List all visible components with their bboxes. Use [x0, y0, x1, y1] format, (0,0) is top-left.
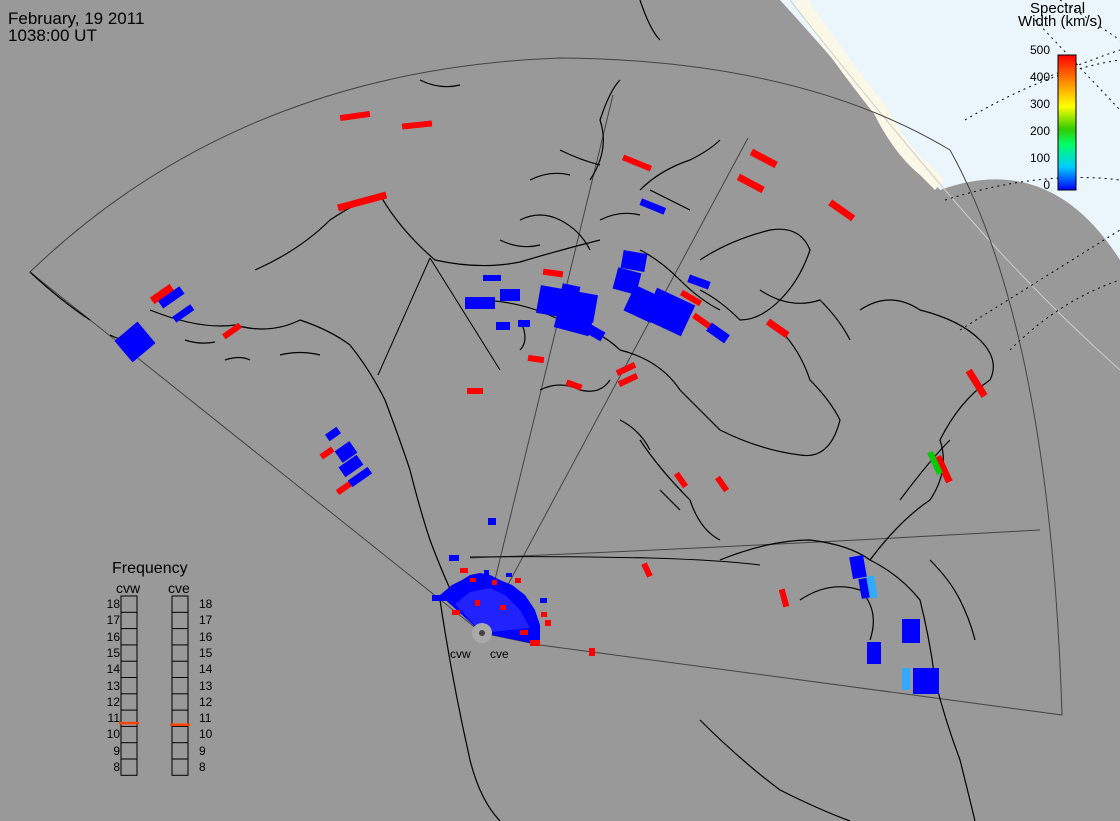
frequency-scale-label: 14	[199, 662, 213, 677]
frequency-radar-label: cvw	[116, 580, 141, 596]
frequency-scale-label: 12	[199, 694, 213, 709]
frequency-radar-label: cve	[168, 580, 190, 596]
frequency-meters	[119, 595, 190, 776]
colorbar-tick: 300	[1029, 97, 1050, 111]
frequency-scale-label: 15	[199, 645, 213, 660]
frequency-scale-label: 15	[106, 645, 120, 660]
radar-label-cve: cve	[490, 647, 509, 661]
coastlines	[29, 0, 994, 821]
frequency-scale-label: 17	[106, 613, 120, 628]
frequency-scale-label: 9	[199, 743, 206, 758]
frequency-scale-label: 13	[106, 678, 120, 693]
colorbar-tick: 0	[1043, 178, 1050, 192]
scatter-cells	[114, 110, 988, 694]
frequency-scale-label: 18	[106, 597, 120, 611]
near-radar-fan	[432, 555, 551, 646]
frequency-scale-label: 14	[106, 662, 120, 677]
frequency-scale-label: 12	[106, 694, 120, 709]
radar-label-cvw: cvw	[450, 647, 471, 661]
frequency-meter-box	[171, 595, 189, 776]
frequency-scale-label: 16	[106, 629, 120, 644]
frequency-scale-label: 8	[113, 760, 120, 774]
radar-site-marker	[472, 623, 492, 643]
date-label: February, 19 2011	[8, 9, 145, 28]
colorbar-title-line2: Width (km/s)	[1018, 13, 1103, 30]
colorbar-title-line1: Spectral	[1030, 0, 1086, 17]
frequency-scale-label: 10	[199, 727, 213, 742]
frequency-scale-label: 16	[199, 629, 213, 644]
frequency-scale-label: 11	[199, 711, 212, 726]
frequency-scale-label: 13	[199, 678, 213, 693]
frequency-scale-label: 10	[106, 727, 120, 742]
daylight-region	[780, 0, 1120, 260]
colorbar-tick: 500	[1029, 43, 1050, 57]
latitude-grid	[944, 0, 1120, 351]
frequency-scale-label: 18	[199, 597, 213, 611]
field-of-view	[29, 57, 1063, 716]
frequency-scale-label: 8	[199, 760, 206, 774]
frequency-scale-label: 11	[107, 711, 120, 726]
colorbar	[1057, 54, 1077, 191]
colorbar-tick: 400	[1029, 70, 1050, 84]
colorbar-tick: 200	[1029, 124, 1050, 138]
terminator-coast	[794, 0, 945, 190]
time-label: 1038:00 UT	[8, 26, 97, 45]
colorbar-tick: 100	[1029, 151, 1050, 165]
frequency-scale-label: 17	[199, 613, 213, 628]
borders	[377, 257, 761, 566]
frequency-meter-box	[120, 595, 138, 776]
frequency-title: Frequency	[112, 560, 188, 577]
terminator-line	[789, 0, 1120, 371]
frequency-scale-label: 9	[113, 743, 120, 758]
